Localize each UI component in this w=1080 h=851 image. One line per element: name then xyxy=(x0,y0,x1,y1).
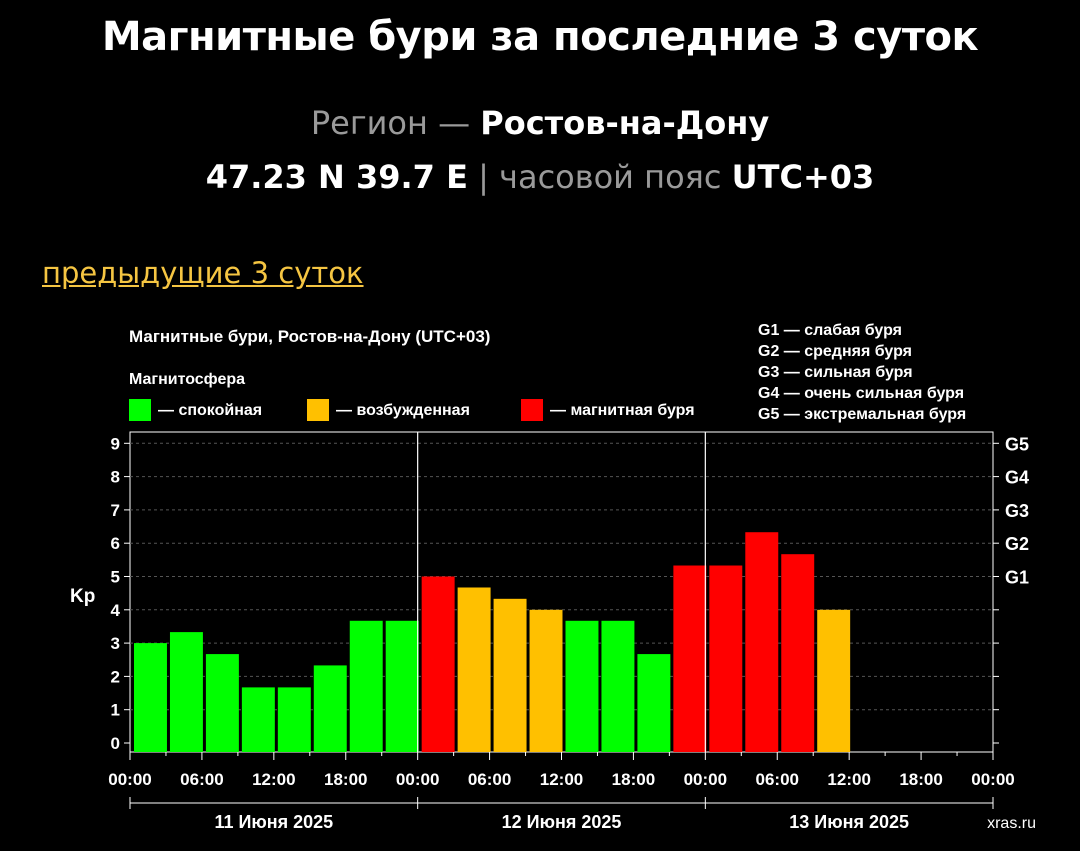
kp-bar xyxy=(134,643,167,752)
y-tick-label: 8 xyxy=(111,468,120,487)
x-tick-label: 12:00 xyxy=(252,770,295,789)
page-title: Магнитные бури за последние 3 суток xyxy=(101,14,979,60)
legend-label: — магнитная буря xyxy=(550,402,695,419)
y-tick-label: 4 xyxy=(111,601,121,620)
x-tick-label: 06:00 xyxy=(468,770,511,789)
legend-swatch xyxy=(129,399,151,421)
kp-bar xyxy=(673,565,707,752)
kp-bar xyxy=(493,598,527,752)
legend-label: — спокойная xyxy=(158,402,262,419)
g-scale-legend-item: G4 — очень сильная буря xyxy=(758,385,964,402)
x-tick-label: 06:00 xyxy=(756,770,799,789)
kp-bar xyxy=(241,687,275,752)
kp-bar xyxy=(457,587,491,752)
g-scale-legend-item: G2 — средняя буря xyxy=(758,343,912,360)
x-tick-label: 00:00 xyxy=(396,770,439,789)
legend-title: Магнитосфера xyxy=(129,371,245,388)
coords-line: 47.23 N 39.7 E | часовой пояс UTC+03 xyxy=(0,158,1080,196)
legend-swatch xyxy=(521,399,543,421)
kp-bar xyxy=(421,576,455,752)
region-name: Ростов-на-Дону xyxy=(480,104,770,142)
y-tick-label: 0 xyxy=(111,734,120,753)
region-separator: — xyxy=(438,104,471,142)
region-line: Регион — Ростов-на-Дону xyxy=(0,104,1080,142)
kp-bar xyxy=(637,654,671,752)
x-tick-label: 12:00 xyxy=(540,770,583,789)
kp-bar xyxy=(601,620,635,752)
x-tick-label: 18:00 xyxy=(324,770,367,789)
x-tick-label: 18:00 xyxy=(899,770,942,789)
legend-swatch xyxy=(307,399,329,421)
kp-bar xyxy=(817,609,851,752)
kp-bar xyxy=(709,565,743,752)
g-scale-legend-item: G5 — экстремальная буря xyxy=(758,406,966,423)
timezone-label: часовой пояс xyxy=(499,158,722,196)
g-level-label: G3 xyxy=(1005,501,1029,521)
region-label: Регион xyxy=(310,104,428,142)
g-level-label: G2 xyxy=(1005,534,1029,554)
kp-bar xyxy=(169,632,203,752)
g-level-label: G1 xyxy=(1005,568,1029,588)
coords-separator: | xyxy=(478,158,489,196)
kp-bar xyxy=(745,532,779,752)
kp-bar xyxy=(349,620,383,752)
x-tick-label: 00:00 xyxy=(684,770,727,789)
previous-3-days-link[interactable]: предыдущие 3 суток xyxy=(42,256,364,290)
y-tick-label: 1 xyxy=(111,701,120,720)
y-tick-label: 2 xyxy=(111,667,120,686)
kp-bar xyxy=(277,687,311,752)
x-tick-label: 00:00 xyxy=(971,770,1014,789)
kp-bar xyxy=(529,609,563,752)
x-tick-label: 06:00 xyxy=(180,770,223,789)
y-tick-label: 5 xyxy=(111,568,120,587)
chart-title: Магнитные бури, Ростов-на-Дону (UTC+03) xyxy=(129,327,490,346)
y-tick-label: 3 xyxy=(111,634,120,653)
kp-bar xyxy=(313,665,347,752)
day-label: 11 Июня 2025 xyxy=(214,812,333,832)
x-tick-label: 18:00 xyxy=(612,770,655,789)
g-level-label: G4 xyxy=(1005,468,1029,488)
kp-bar xyxy=(781,554,815,752)
g-level-label: G5 xyxy=(1005,434,1029,454)
y-tick-label: 9 xyxy=(111,434,120,453)
g-scale-legend-item: G1 — слабая буря xyxy=(758,322,902,339)
g-scale-legend-item: G3 — сильная буря xyxy=(758,364,913,381)
x-tick-label: 00:00 xyxy=(108,770,151,789)
legend-label: — возбужденная xyxy=(336,402,470,419)
y-tick-label: 7 xyxy=(111,501,120,520)
y-axis-label: Kp xyxy=(70,586,95,607)
day-label: 12 Июня 2025 xyxy=(502,812,622,832)
y-tick-label: 6 xyxy=(111,534,120,553)
kp-bar xyxy=(565,620,599,752)
timezone-value: UTC+03 xyxy=(731,158,875,196)
day-label: 13 Июня 2025 xyxy=(789,812,909,832)
coordinates: 47.23 N 39.7 E xyxy=(205,158,468,196)
kp-bar xyxy=(385,620,419,752)
x-tick-label: 12:00 xyxy=(827,770,870,789)
watermark: xras.ru xyxy=(987,815,1036,832)
kp-bar xyxy=(205,654,239,752)
